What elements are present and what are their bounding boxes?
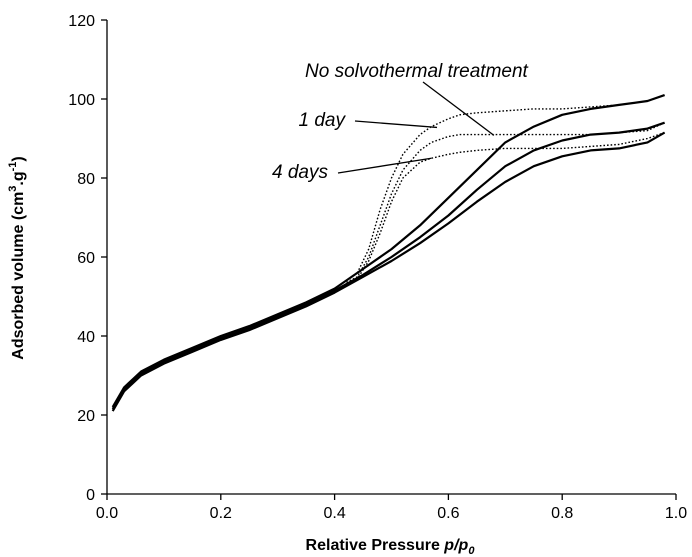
annotation-leader-no-solvothermal-treatment [422,81,495,136]
adsorption-line-no-solvothermal-treatment [111,94,665,408]
y-tick-label: 60 [77,250,95,267]
annotation-layer: No solvothermal treatment 1 day 4 days [272,61,529,183]
y-tick-label: 20 [77,408,95,425]
annotation-label-1-day: 1 day [299,110,347,131]
desorption-line-1-day [345,122,665,284]
y-tick-label: 0 [86,487,95,504]
x-tick-label: 0.8 [551,505,573,522]
desorption-line-4-days [345,131,665,286]
series-layer [111,94,666,412]
x-tick-label: 1.0 [665,505,687,522]
y-tick-label: 40 [77,329,95,346]
annotation-leader-1-day [354,120,438,129]
y-tick-label: 80 [77,171,95,188]
annotation-label-4-days: 4 days [272,162,328,183]
desorption-line-no-solvothermal-treatment [345,94,665,282]
annotation-leader-4-days [337,157,432,174]
x-tick-label: 0.6 [437,505,459,522]
x-axis-title: Relative Pressure p/p0 [306,537,476,557]
adsorption-line-4-days [111,131,666,412]
x-ticks: 0.0 0.2 0.4 0.6 0.8 1.0 [96,494,687,522]
y-ticks: 0 20 40 60 80 100 120 [68,13,107,504]
adsorption-line-1-day [111,121,665,410]
y-axis-title: Adsorbed volume (cm3.g-1) [7,156,27,359]
annotation-label-no-solvothermal-treatment: No solvothermal treatment [305,61,529,82]
y-tick-label: 120 [68,13,95,30]
x-tick-label: 0.4 [323,505,345,522]
x-tick-label: 0.2 [210,505,232,522]
x-tick-label: 0.0 [96,505,118,522]
y-tick-label: 100 [68,92,95,109]
